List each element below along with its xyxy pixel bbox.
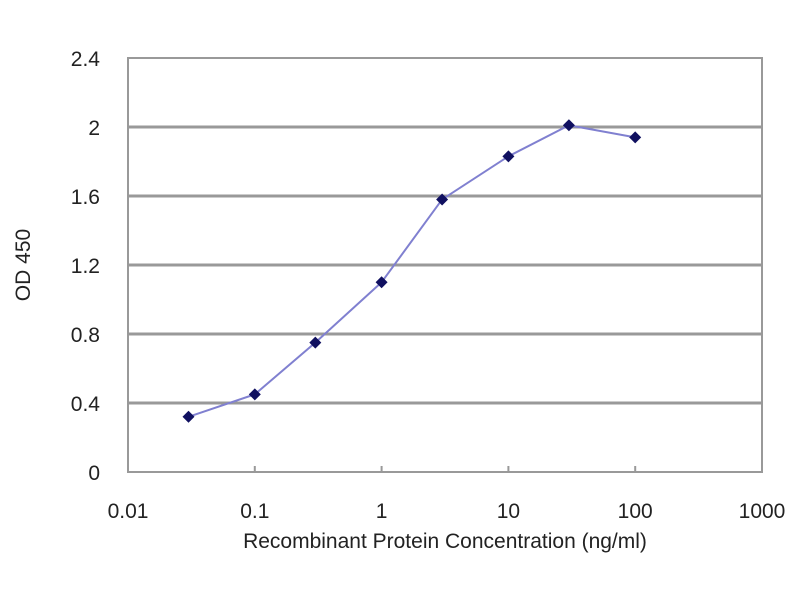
y-tick-label: 0.4 <box>71 393 101 416</box>
y-tick-label: 2.4 <box>71 48 101 71</box>
grid-lines <box>128 125 762 405</box>
x-tick-label: 0.01 <box>108 500 149 523</box>
data-point <box>629 131 642 144</box>
series-line <box>188 124 636 418</box>
x-tick-label: 1000 <box>739 500 786 523</box>
y-tick-label: 0 <box>88 462 100 485</box>
data-point <box>436 193 449 206</box>
data-point <box>502 150 515 163</box>
data-point <box>375 276 388 289</box>
y-tick-label: 2 <box>88 117 100 140</box>
y-tick-labels: 0 0.4 0.8 1.2 1.6 2 2.4 <box>71 48 101 485</box>
data-point <box>248 388 261 401</box>
plot-area-border <box>127 57 763 473</box>
series <box>182 119 642 423</box>
x-axis-label: Recombinant Protein Concentration (ng/ml… <box>243 530 647 553</box>
x-tick-label: 1 <box>376 500 388 523</box>
y-tick-label: 1.6 <box>71 186 100 209</box>
x-tick-label: 10 <box>497 500 520 523</box>
data-point <box>309 336 322 349</box>
x-tick-labels: 0.01 0.1 1 10 100 1000 <box>108 466 786 523</box>
data-point <box>562 119 575 132</box>
y-tick-label: 0.8 <box>71 324 100 347</box>
y-axis-label: OD 450 <box>12 229 35 301</box>
x-tick-label: 100 <box>618 500 653 523</box>
y-tick-label: 1.2 <box>71 255 100 278</box>
x-tick-label: 0.1 <box>240 500 269 523</box>
data-point <box>182 410 195 423</box>
